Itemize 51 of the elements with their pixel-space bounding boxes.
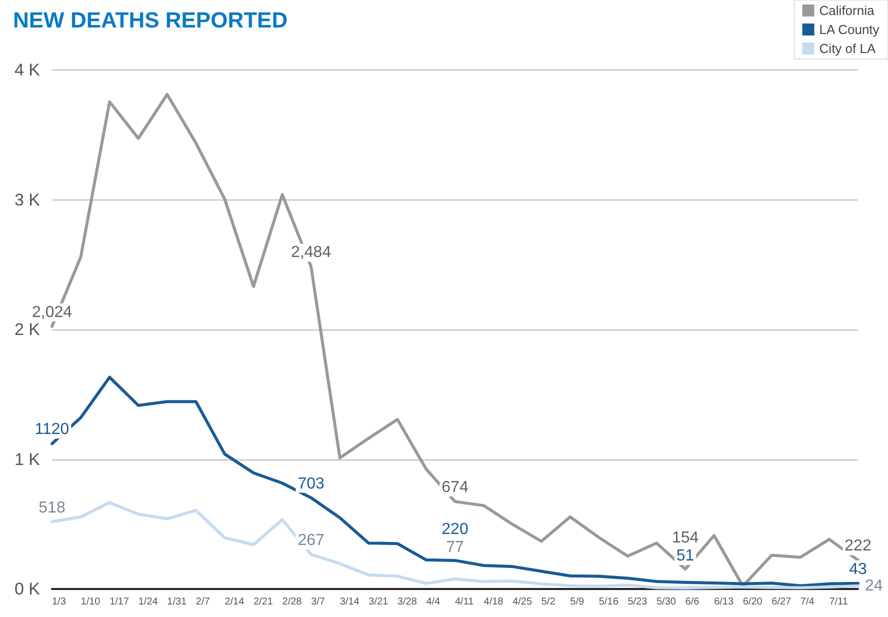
x-tick-label: 2/21 (254, 596, 274, 608)
x-tick-label: 3/7 (311, 596, 326, 608)
x-tick-label: 4/11 (455, 596, 474, 608)
x-tick-label: 1/31 (167, 596, 188, 608)
data-label: 2,024 (32, 304, 72, 321)
x-tick-label: 7/4 (800, 596, 815, 608)
x-tick-label: 5/16 (598, 596, 619, 608)
data-label: 220 (442, 520, 468, 538)
legend-label: California (819, 3, 875, 18)
data-label: 43 (849, 560, 867, 578)
x-tick-label: 3/14 (340, 596, 360, 608)
data-label: 703 (298, 475, 325, 492)
data-label: 51 (676, 548, 694, 565)
data-label: 518 (38, 499, 66, 516)
x-tick-label: 1/17 (110, 596, 130, 608)
data-label: 1120 (34, 421, 70, 438)
legend-label: City of LA (819, 41, 876, 56)
x-tick-label: 4/25 (512, 596, 532, 608)
data-label: 154 (672, 530, 699, 547)
x-tick-label: 5/23 (628, 596, 648, 608)
data-label: 267 (298, 532, 325, 549)
x-tick-label: 1/24 (138, 596, 158, 608)
y-tick-label: 2 K (14, 320, 41, 339)
x-tick-label: 6/6 (685, 596, 700, 608)
x-tick-label: 6/27 (772, 596, 792, 608)
data-label: 2,484 (291, 244, 332, 262)
x-tick-label: 2/14 (224, 596, 245, 608)
data-label: 674 (442, 479, 468, 496)
chart-title: NEW DEATHS REPORTED (13, 8, 288, 32)
data-label: 24 (865, 577, 883, 594)
data-label: 77 (446, 538, 464, 556)
x-tick-label: 1/10 (80, 596, 101, 608)
legend-label: LA County (819, 22, 880, 37)
x-tick-label: 5/30 (656, 596, 676, 608)
y-tick-label: 0 K (14, 580, 41, 598)
x-tick-label: 4/4 (426, 596, 441, 608)
x-tick-label: 2/28 (282, 596, 302, 608)
x-tick-label: 5/9 (570, 596, 584, 608)
x-tick-label: 4/18 (484, 596, 504, 608)
x-tick-label: 3/28 (397, 596, 418, 608)
data-label: 222 (844, 538, 872, 555)
y-tick-label: 3 K (14, 190, 41, 210)
x-tick-label: 5/2 (541, 596, 556, 608)
x-tick-label: 2/7 (196, 596, 210, 608)
x-tick-label: 6/13 (714, 596, 734, 608)
x-tick-label: 3/21 (368, 596, 389, 608)
y-tick-label: 1 K (14, 450, 41, 469)
x-tick-label: 7/11 (829, 596, 848, 608)
x-tick-label: 1/3 (52, 596, 66, 608)
y-tick-label: 4 K (14, 60, 41, 80)
x-tick-label: 6/20 (742, 596, 763, 608)
